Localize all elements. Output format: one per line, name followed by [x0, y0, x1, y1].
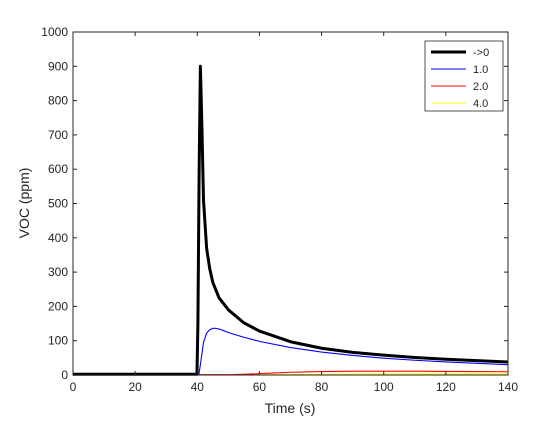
series-line-0: [73, 64, 509, 376]
y-tick-label: 1000: [41, 25, 68, 39]
y-tick-label: 600: [48, 162, 68, 176]
y-tick-label: 800: [48, 94, 68, 108]
tick-layer: 0 20 40 60 80 100 120 140 0 100 200 300 400 500 600 700…: [41, 25, 518, 394]
legend-label-3: 4.0: [473, 98, 488, 110]
legend-label-1: 1.0: [473, 64, 488, 76]
y-tick-label: 0: [61, 368, 68, 382]
legend: ->0 1.0 2.0 4.0: [424, 40, 504, 112]
y-tick-label: 300: [48, 265, 68, 279]
x-tick-label: 80: [315, 380, 329, 394]
y-axis-label: VOC (ppm): [16, 168, 32, 239]
x-tick-label: 60: [253, 380, 267, 394]
x-tick-label: 100: [374, 380, 394, 394]
legend-label-0: ->0: [473, 47, 489, 59]
y-tick-label: 100: [48, 334, 68, 348]
legend-entries: ->0 1.0 2.0 4.0: [431, 47, 489, 110]
y-tick-label: 200: [48, 299, 68, 313]
y-tick-label: 900: [48, 59, 68, 73]
x-tick-label: 20: [128, 380, 142, 394]
y-tick-label: 500: [48, 197, 68, 211]
legend-label-2: 2.0: [473, 81, 488, 93]
series-line-1: [73, 327, 509, 375]
x-tick-label: 120: [436, 380, 456, 394]
x-tick-label: 0: [70, 380, 77, 394]
x-axis-label: Time (s): [265, 400, 316, 416]
y-tick-label: 400: [48, 231, 68, 245]
y-tick-label: 700: [48, 128, 68, 142]
x-tick-label: 140: [498, 380, 518, 394]
x-tick-label: 40: [191, 380, 205, 394]
